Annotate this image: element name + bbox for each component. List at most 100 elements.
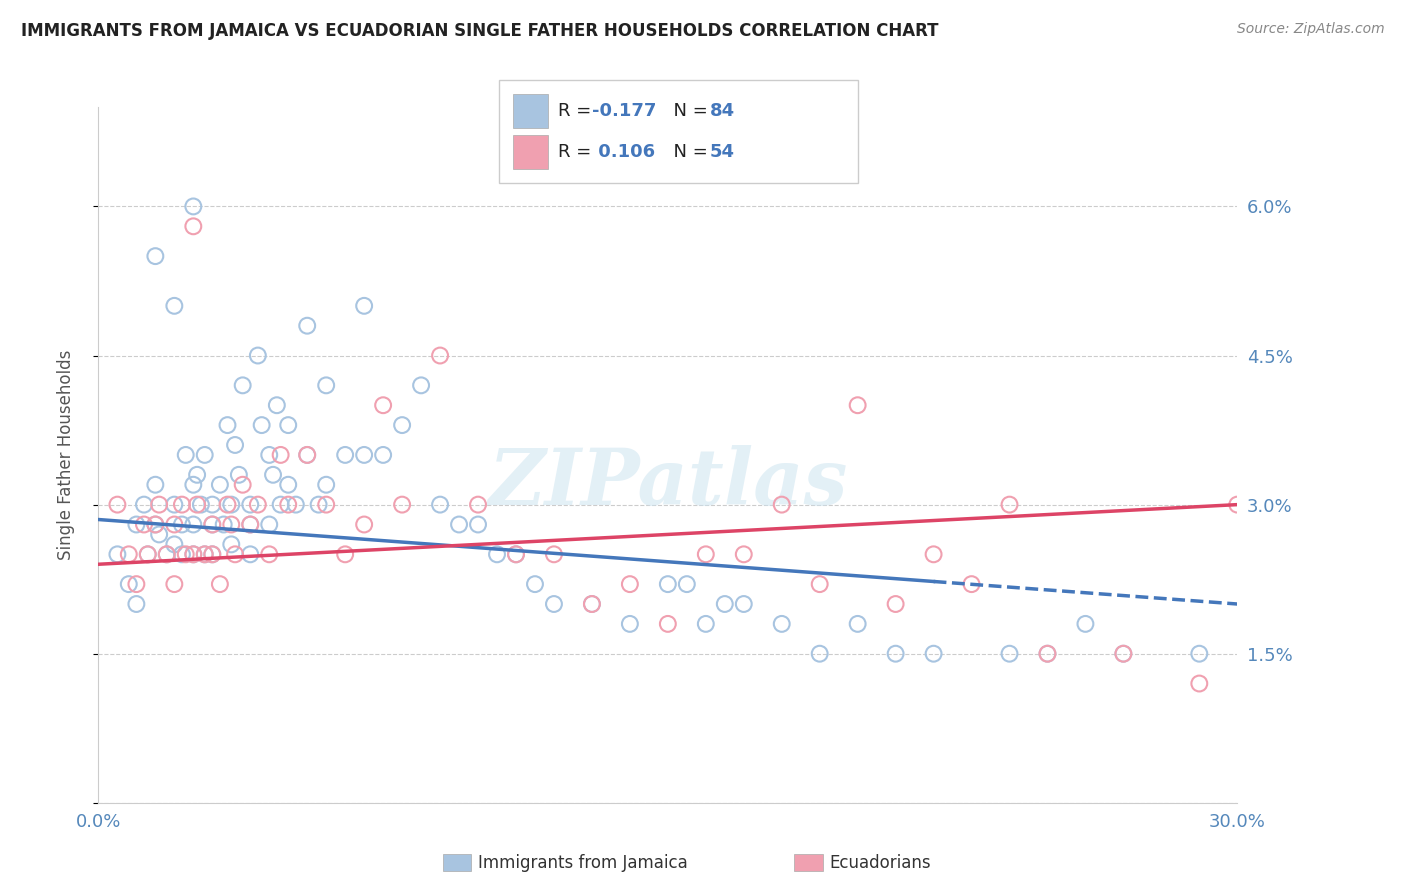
Point [163, 299, 186, 313]
Point [695, 616, 717, 631]
Point [657, 616, 679, 631]
Point [212, 517, 235, 532]
Point [259, 517, 281, 532]
Point [884, 597, 907, 611]
Point [125, 597, 148, 611]
Point [132, 517, 155, 532]
Point [201, 517, 224, 532]
Point [136, 547, 159, 561]
Point [186, 467, 208, 482]
Point [239, 498, 262, 512]
Point [808, 647, 831, 661]
Point [145, 477, 167, 491]
Point [174, 448, 197, 462]
Point [733, 597, 755, 611]
Point [1036, 647, 1059, 661]
Text: -0.177: -0.177 [592, 102, 657, 120]
Point [183, 219, 205, 234]
Point [1112, 647, 1135, 661]
Point [221, 517, 243, 532]
Point [221, 537, 243, 551]
Point [1188, 647, 1211, 661]
Point [194, 547, 217, 561]
Point [183, 477, 205, 491]
Point [132, 498, 155, 512]
Point [429, 498, 451, 512]
Point [145, 517, 167, 532]
Point [284, 498, 307, 512]
Point [232, 477, 254, 491]
Point [277, 477, 299, 491]
Point [770, 498, 793, 512]
Point [201, 498, 224, 512]
Point [391, 498, 413, 512]
Point [183, 517, 205, 532]
Point [170, 498, 193, 512]
Point [118, 577, 141, 591]
Point [208, 477, 231, 491]
Point [846, 616, 869, 631]
Point [1036, 647, 1059, 661]
Point [391, 418, 413, 433]
Text: N =: N = [662, 102, 714, 120]
Point [148, 527, 170, 541]
Point [960, 577, 983, 591]
Point [183, 547, 205, 561]
Point [411, 378, 433, 392]
Point [277, 418, 299, 433]
Point [125, 577, 148, 591]
Point [170, 517, 193, 532]
Point [107, 498, 129, 512]
Point [543, 547, 565, 561]
Point [118, 547, 141, 561]
Point [505, 547, 527, 561]
Point [174, 547, 197, 561]
Point [145, 517, 167, 532]
Point [266, 398, 288, 412]
Point [449, 517, 471, 532]
Point [581, 597, 603, 611]
Point [619, 577, 641, 591]
Point [170, 547, 193, 561]
Point [145, 249, 167, 263]
Point [371, 398, 394, 412]
Point [315, 498, 337, 512]
Text: N =: N = [662, 143, 714, 161]
Point [884, 647, 907, 661]
Text: ZIPatlas: ZIPatlas [488, 444, 848, 521]
Point [246, 349, 269, 363]
Text: R =: R = [558, 102, 598, 120]
Point [770, 616, 793, 631]
Point [808, 577, 831, 591]
Point [201, 547, 224, 561]
Point [183, 547, 205, 561]
Point [125, 517, 148, 532]
Point [163, 537, 186, 551]
Point [201, 547, 224, 561]
Point [308, 498, 330, 512]
Point [239, 517, 262, 532]
Point [714, 597, 737, 611]
Point [246, 498, 269, 512]
Point [486, 547, 509, 561]
Point [136, 547, 159, 561]
Point [335, 448, 357, 462]
Text: 0.106: 0.106 [592, 143, 655, 161]
Text: IMMIGRANTS FROM JAMAICA VS ECUADORIAN SINGLE FATHER HOUSEHOLDS CORRELATION CHART: IMMIGRANTS FROM JAMAICA VS ECUADORIAN SI… [21, 22, 939, 40]
Point [429, 349, 451, 363]
Point [217, 418, 239, 433]
Point [163, 498, 186, 512]
Point [224, 547, 246, 561]
Point [232, 378, 254, 392]
Point [998, 498, 1021, 512]
Point [201, 517, 224, 532]
Point [297, 318, 319, 333]
Point [239, 547, 262, 561]
Point [543, 597, 565, 611]
Point [467, 498, 489, 512]
Point [733, 547, 755, 561]
Point [353, 299, 375, 313]
Point [315, 477, 337, 491]
Point [467, 517, 489, 532]
Point [1188, 676, 1211, 690]
